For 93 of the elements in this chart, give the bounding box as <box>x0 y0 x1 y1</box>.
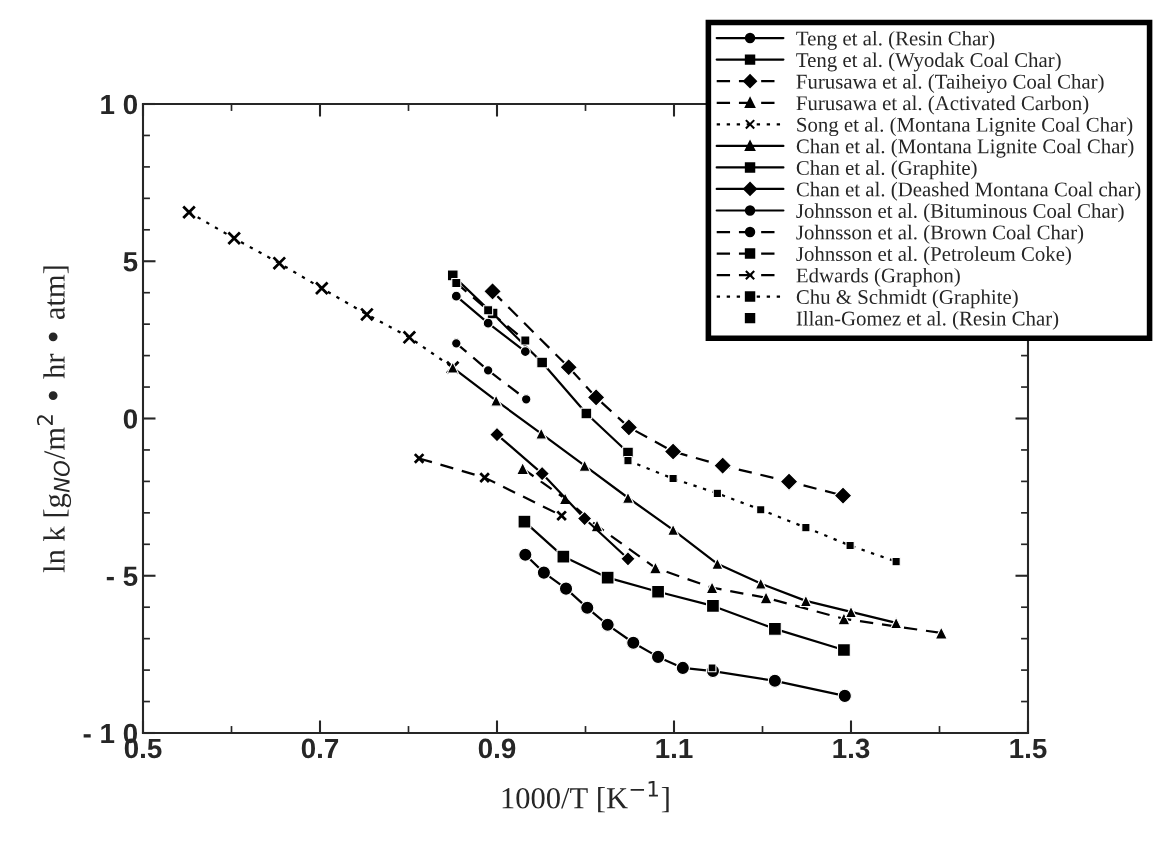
point <box>490 394 503 407</box>
point <box>555 509 568 522</box>
point <box>520 394 532 405</box>
x-tick-label: 1.1 <box>656 738 693 758</box>
x-tick-label: 1.5 <box>1010 738 1047 759</box>
point <box>754 577 767 590</box>
point <box>705 598 720 613</box>
point <box>580 407 593 420</box>
point <box>705 581 719 595</box>
point <box>799 594 812 608</box>
point <box>559 357 578 377</box>
point <box>450 290 462 302</box>
point <box>227 231 242 246</box>
point <box>767 621 782 636</box>
x-tick-label: 1.3 <box>833 738 870 759</box>
point <box>413 452 425 465</box>
point <box>580 600 595 615</box>
point <box>558 581 574 596</box>
point <box>890 616 903 630</box>
point <box>675 660 691 676</box>
point <box>934 626 948 640</box>
point <box>451 277 462 289</box>
point <box>845 540 855 551</box>
point <box>517 514 532 529</box>
point <box>667 523 680 536</box>
point <box>402 330 417 345</box>
legend-label: Furusawa et al. (Taiheiyo Coal Char) <box>796 74 1104 93</box>
point <box>600 617 615 632</box>
point <box>451 338 462 349</box>
legend-label: Edwards (Graphon) <box>796 267 960 287</box>
legend-label: Chan et al. (Deashed Montana Coal char) <box>796 181 1141 201</box>
legend-label: Johnsson et al. (Brown Coal Char) <box>796 224 1084 244</box>
point <box>837 612 851 626</box>
point <box>520 335 531 346</box>
point <box>620 550 636 567</box>
legend-label: Teng et al. (Wyodak Coal Char) <box>796 52 1061 72</box>
legend-label: Chan et al. (Graphite) <box>796 160 977 180</box>
point <box>556 549 571 564</box>
legend-label: Chu & Schmidt (Graphite) <box>796 289 1018 309</box>
y-tick-label: 5 <box>123 252 138 272</box>
point <box>536 565 552 580</box>
x-axis-title: 1000/T [K$^{−1}$] <box>502 780 669 813</box>
point <box>651 584 666 599</box>
point <box>181 205 197 220</box>
legend-label: Johnsson et al. (Bituminous Coal Char) <box>796 203 1124 223</box>
point <box>663 442 683 461</box>
point <box>648 561 662 575</box>
point <box>623 455 633 466</box>
point <box>586 388 606 407</box>
legend-label: Teng et al. (Resin Char) <box>796 30 995 50</box>
x-tick-label: 0.7 <box>301 738 339 759</box>
point <box>536 356 549 369</box>
legend-label: Furusawa et al. (Activated Carbon) <box>796 95 1089 115</box>
point <box>482 317 494 329</box>
point <box>483 282 502 301</box>
point <box>756 505 766 515</box>
point <box>600 570 615 585</box>
point <box>650 649 666 665</box>
point <box>519 346 531 357</box>
legend-label: Illan-Gomez et al. (Resin Char) <box>796 310 1059 330</box>
point <box>668 473 678 484</box>
point <box>518 547 533 562</box>
point <box>272 255 287 271</box>
y-tick-label: 1 0 <box>101 94 137 115</box>
point <box>844 605 858 619</box>
point <box>759 591 773 605</box>
legend-label: Johnsson et al. (Petroleum Coke) <box>796 246 1071 266</box>
point <box>482 365 494 376</box>
point <box>833 486 853 505</box>
point <box>779 472 799 492</box>
x-tick-label: 0.9 <box>478 738 516 759</box>
point <box>767 673 783 688</box>
point <box>535 427 548 440</box>
point <box>478 471 491 484</box>
point <box>576 510 593 527</box>
legend-label: Song et al. (Montana Lignite Coal Char) <box>797 117 1133 137</box>
point <box>483 305 494 316</box>
point <box>621 491 635 504</box>
y-tick-label: 0 <box>123 409 137 429</box>
point <box>626 635 641 650</box>
point <box>619 418 639 437</box>
y-tick-label: - 5 <box>106 566 138 587</box>
point <box>489 426 505 443</box>
point <box>713 456 732 475</box>
point <box>516 461 530 476</box>
point <box>891 556 901 567</box>
point <box>359 307 375 322</box>
point <box>534 465 550 482</box>
point <box>314 281 329 296</box>
point <box>836 643 851 657</box>
y-axis-title: ln k [g$_{NO}$/m$^{2}$ • hr • atm] <box>36 266 72 573</box>
point <box>837 688 852 704</box>
legend-label: Chan et al. (Montana Lignite Coal Char) <box>796 138 1134 158</box>
